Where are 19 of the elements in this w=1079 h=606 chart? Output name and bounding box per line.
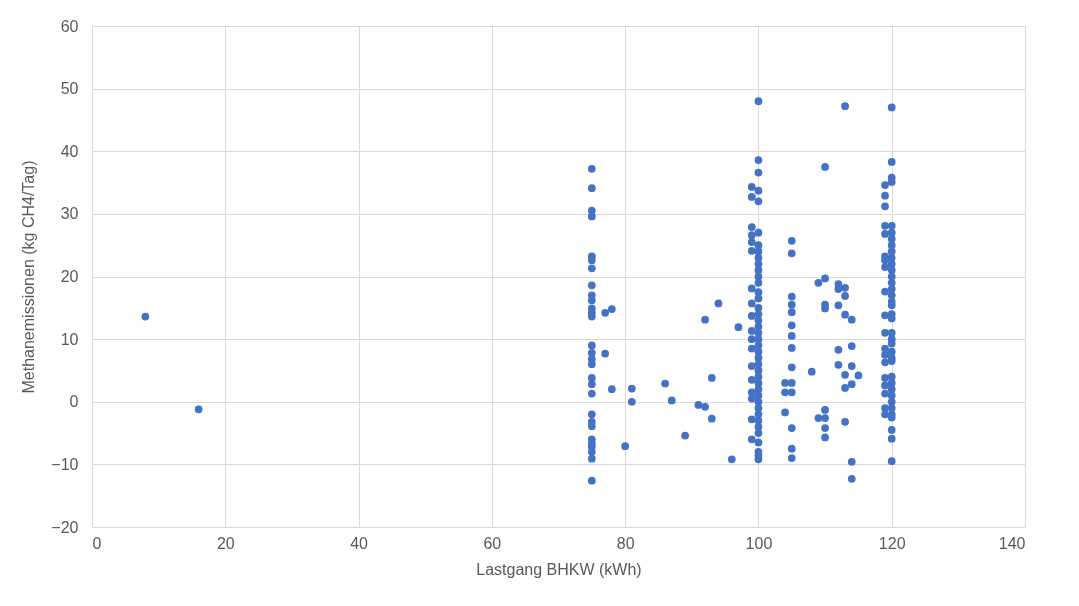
y-tick-label: 40 (60, 142, 79, 160)
x-tick-label: 60 (483, 534, 502, 552)
y-tick-label: −20 (51, 518, 79, 536)
x-tick-label: 80 (616, 534, 635, 552)
x-axis-title: Lastgang BHKW (kWh) (476, 560, 642, 578)
x-tick-label: 40 (350, 534, 369, 552)
y-tick-label: 0 (69, 393, 79, 411)
x-tick-label: 20 (216, 534, 235, 552)
y-tick-label: 20 (60, 268, 79, 285)
x-tick-label: 120 (878, 534, 906, 552)
y-tick-label: 30 (60, 205, 79, 223)
x-tick-label: 140 (998, 534, 1026, 552)
y-tick-label: −10 (51, 455, 79, 473)
x-tick-label: 0 (92, 534, 102, 552)
y-axis-title: Methanemissionen (kg CH4/Tag) (20, 160, 38, 394)
y-tick-label: 50 (60, 80, 79, 98)
x-tick-label: 100 (745, 534, 773, 552)
y-tick-label: 10 (60, 330, 79, 348)
y-tick-label: 60 (60, 17, 79, 35)
